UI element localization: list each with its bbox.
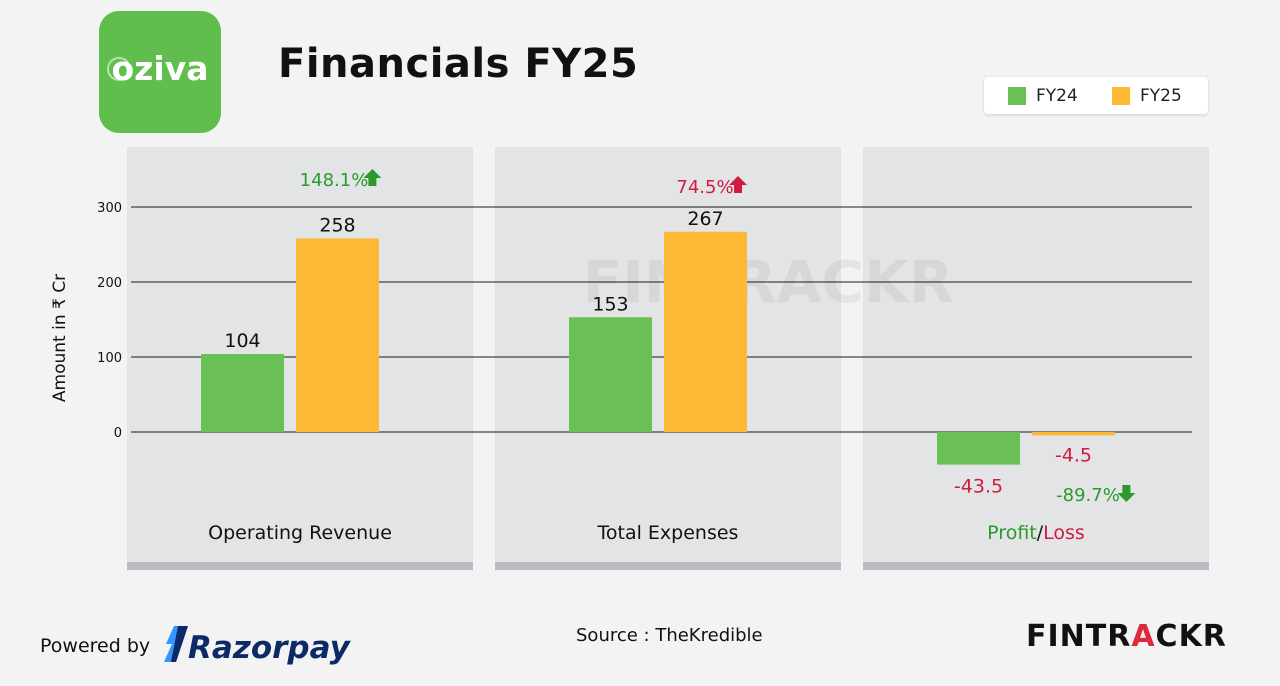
legend-item-fy24: FY24 bbox=[1008, 77, 1078, 114]
arrow-down-icon-profit-loss bbox=[1117, 485, 1136, 502]
arrow-up-icon-total-expenses bbox=[729, 176, 747, 193]
y-tick-label-300: 300 bbox=[97, 201, 122, 216]
bar-fy24-operating-revenue bbox=[201, 354, 284, 432]
legend-label-fy24: FY24 bbox=[1036, 85, 1078, 106]
category-label-profit-loss: Profit/Loss bbox=[987, 522, 1085, 544]
y-tick-label-0: 0 bbox=[114, 426, 122, 441]
data-label-fy24-operating-revenue: 104 bbox=[224, 330, 260, 352]
y-axis-label: Amount in ₹ Cr bbox=[50, 274, 70, 402]
panel-footer-bar-total-expenses bbox=[495, 562, 841, 570]
category-label-operating-revenue: Operating Revenue bbox=[208, 522, 392, 544]
change-label-total-expenses: 74.5% bbox=[676, 177, 733, 198]
brand-accent: A bbox=[1131, 619, 1156, 654]
panel-bg-profit-loss bbox=[863, 147, 1209, 562]
source-text: Source : TheKredible bbox=[576, 625, 763, 646]
legend-swatch-fy25 bbox=[1112, 86, 1130, 105]
bar-fy25-operating-revenue bbox=[296, 238, 379, 432]
data-label-fy25-operating-revenue: 258 bbox=[319, 215, 355, 237]
bar-fy24-profit-loss bbox=[937, 432, 1020, 465]
legend-item-fy25: FY25 bbox=[1112, 77, 1182, 114]
legend-swatch-fy24 bbox=[1008, 86, 1026, 105]
bar-fy25-total-expenses bbox=[664, 231, 747, 432]
panel-footer-bar-profit-loss bbox=[863, 562, 1209, 570]
y-tick-label-200: 200 bbox=[97, 276, 122, 291]
arrow-up-icon-operating-revenue bbox=[363, 169, 382, 186]
fintrackr-logo: FINTRACKR bbox=[1026, 619, 1227, 654]
data-label-fy25-profit-loss: -4.5 bbox=[1055, 444, 1092, 466]
data-label-fy25-total-expenses: 267 bbox=[687, 208, 723, 230]
brand-part2: CKR bbox=[1155, 619, 1227, 654]
page-title: Financials FY25 bbox=[278, 41, 639, 87]
data-label-fy24-total-expenses: 153 bbox=[592, 293, 628, 315]
change-label-operating-revenue: 148.1% bbox=[300, 170, 369, 191]
data-label-fy24-profit-loss: -43.5 bbox=[954, 476, 1003, 498]
legend: FY24 FY25 bbox=[984, 77, 1208, 114]
change-label-profit-loss: -89.7% bbox=[1056, 485, 1120, 506]
y-tick-label-100: 100 bbox=[97, 351, 122, 366]
oziva-logo: oziva bbox=[99, 11, 221, 133]
category-label-total-expenses: Total Expenses bbox=[597, 522, 739, 544]
razorpay-wordmark: Razorpay bbox=[188, 630, 352, 666]
panel-footer-bar-operating-revenue bbox=[127, 562, 473, 570]
bar-fy24-total-expenses bbox=[569, 317, 652, 432]
legend-label-fy25: FY25 bbox=[1140, 85, 1182, 106]
brand-part1: FINTR bbox=[1026, 619, 1132, 654]
razorpay-logo: Razorpay bbox=[164, 626, 352, 666]
logo-text: oziva bbox=[112, 49, 209, 88]
powered-by-text: Powered by bbox=[40, 635, 151, 657]
bar-fy25-profit-loss bbox=[1032, 432, 1115, 436]
powered-by: Powered by Razorpay bbox=[40, 622, 362, 666]
